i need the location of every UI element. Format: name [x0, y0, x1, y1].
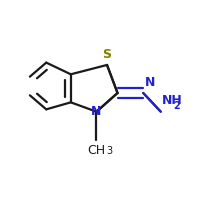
- Text: N: N: [91, 105, 102, 118]
- Text: S: S: [103, 48, 112, 61]
- Text: 3: 3: [106, 146, 112, 156]
- Text: CH: CH: [87, 144, 106, 157]
- Text: N: N: [144, 76, 155, 89]
- Text: NH: NH: [162, 94, 183, 107]
- Text: 2: 2: [173, 101, 180, 111]
